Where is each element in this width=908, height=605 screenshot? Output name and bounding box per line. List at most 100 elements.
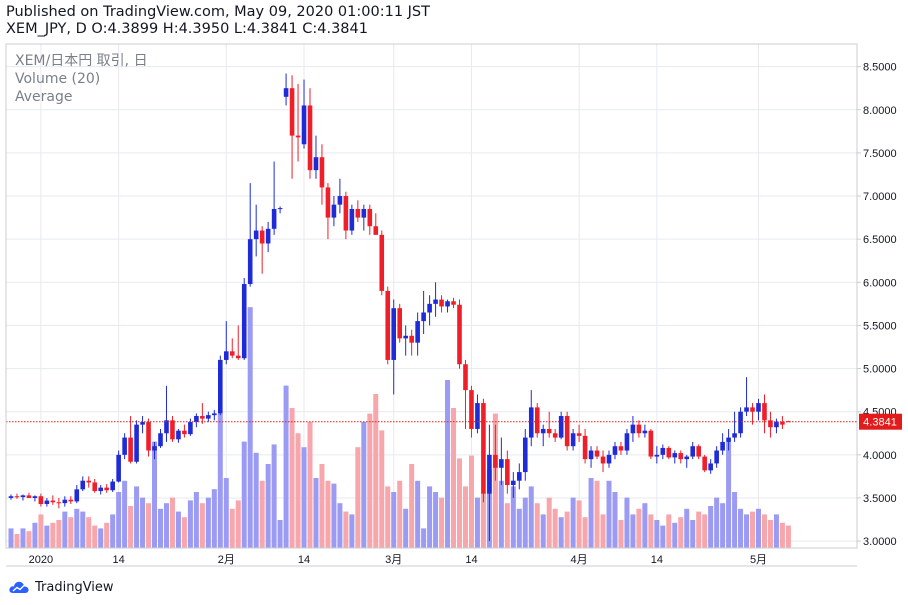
volume-bar bbox=[86, 517, 92, 548]
volume-bar bbox=[104, 522, 110, 548]
candle-body bbox=[726, 437, 731, 442]
volume-bar bbox=[68, 517, 74, 548]
volume-bar bbox=[32, 522, 38, 548]
volume-bar bbox=[726, 441, 732, 548]
candle-body bbox=[469, 390, 474, 429]
candle-body bbox=[481, 403, 486, 494]
legend-average[interactable]: Average bbox=[15, 89, 73, 105]
volume-bar bbox=[552, 508, 558, 548]
candle-body bbox=[762, 403, 767, 421]
volume-bar bbox=[140, 497, 146, 548]
candle-body bbox=[134, 424, 139, 462]
candle-body bbox=[62, 499, 68, 504]
volume-bar bbox=[756, 508, 761, 548]
candle-body bbox=[188, 422, 193, 435]
candle-body bbox=[80, 480, 86, 490]
volume-bar bbox=[134, 486, 140, 548]
candle-body bbox=[582, 435, 588, 460]
volume-bar bbox=[14, 534, 20, 548]
candle-body bbox=[74, 489, 80, 502]
volume-bar bbox=[20, 528, 26, 548]
tradingview-brand[interactable]: TradingView bbox=[8, 578, 114, 596]
candle-body bbox=[200, 416, 205, 419]
time-axis: 2020 14 2月 14 3月 14 4月 14 5月 bbox=[29, 554, 767, 566]
candle-body bbox=[397, 308, 402, 339]
volume-bar bbox=[660, 525, 666, 548]
volume-bar bbox=[690, 520, 696, 548]
candle-body bbox=[552, 433, 558, 438]
candle-body bbox=[223, 351, 229, 360]
candle-body bbox=[618, 446, 624, 451]
price-tick-label: 6.5000 bbox=[863, 234, 897, 246]
volume-bar bbox=[158, 508, 163, 548]
volume-bar bbox=[468, 455, 474, 548]
candle-body bbox=[511, 480, 516, 486]
candle-body bbox=[253, 230, 259, 240]
volume-bar bbox=[92, 525, 98, 548]
volume-bar bbox=[714, 497, 720, 548]
volume-bar bbox=[558, 517, 564, 548]
candle-body bbox=[600, 456, 606, 464]
volume-bar bbox=[50, 522, 56, 548]
volume-bar bbox=[445, 380, 451, 548]
candle-body bbox=[744, 407, 749, 412]
candle-body bbox=[505, 459, 510, 486]
candle-body bbox=[241, 284, 247, 359]
volume-bar bbox=[630, 514, 636, 548]
candle-body bbox=[564, 416, 570, 447]
candle-body bbox=[385, 290, 391, 360]
volume-bar bbox=[391, 492, 397, 548]
candle-body bbox=[522, 437, 528, 473]
legend-volume[interactable]: Volume (20) bbox=[15, 71, 101, 87]
volume-bar bbox=[750, 511, 756, 548]
time-tick-label: 5月 bbox=[750, 554, 767, 566]
volume-bar bbox=[474, 497, 480, 548]
volume-bar bbox=[122, 480, 128, 548]
candle-body bbox=[558, 416, 564, 438]
volume-bar bbox=[325, 480, 331, 548]
price-axis: 8.5000 8.0000 7.5000 7.0000 6.5000 6.0000 5.50… bbox=[857, 62, 897, 548]
volume-bar bbox=[367, 413, 373, 548]
volume-bar bbox=[116, 492, 122, 548]
candle-body bbox=[152, 446, 157, 451]
volume-bar bbox=[540, 514, 546, 548]
candle-body bbox=[146, 422, 151, 451]
price-tick-label: 8.0000 bbox=[863, 105, 897, 117]
time-tick-label: 2月 bbox=[218, 554, 235, 566]
volume-bar bbox=[163, 503, 169, 548]
volume-bar bbox=[636, 508, 642, 548]
candle-body bbox=[684, 456, 690, 460]
candle-body bbox=[349, 208, 355, 231]
volume-bar bbox=[98, 528, 104, 548]
time-tick-label: 4月 bbox=[571, 554, 588, 566]
volume-bar bbox=[253, 452, 259, 548]
volume-bar bbox=[696, 511, 702, 548]
volume-bar bbox=[265, 464, 271, 548]
volume-bar bbox=[152, 441, 158, 548]
candle-body bbox=[750, 407, 755, 412]
legend-symbol[interactable]: XEM/日本円 取引, 日 bbox=[15, 53, 148, 69]
volume-bar bbox=[516, 508, 522, 548]
plot-frame bbox=[5, 43, 858, 549]
price-tick-label: 7.5000 bbox=[863, 148, 897, 160]
price-tick-label: 7.0000 bbox=[863, 191, 897, 203]
candle-body bbox=[116, 454, 121, 482]
candle-body bbox=[720, 441, 725, 451]
volume-bar bbox=[8, 528, 14, 548]
volume-bar bbox=[199, 503, 205, 548]
candle-body bbox=[86, 480, 92, 483]
volume-bar bbox=[624, 497, 630, 548]
candle-body bbox=[98, 487, 103, 492]
volume-bar bbox=[355, 447, 361, 548]
candle-body bbox=[212, 413, 217, 416]
candle-body bbox=[295, 135, 301, 138]
candle-body bbox=[194, 416, 199, 423]
volume-bar bbox=[498, 480, 504, 548]
volume-bar bbox=[80, 511, 86, 548]
price-tick-label: 4.0000 bbox=[863, 450, 897, 462]
price-tick-label: 3.5000 bbox=[863, 493, 897, 505]
volume-bar bbox=[672, 522, 678, 548]
candle-body bbox=[708, 463, 713, 471]
candle-body bbox=[786, 421, 791, 423]
